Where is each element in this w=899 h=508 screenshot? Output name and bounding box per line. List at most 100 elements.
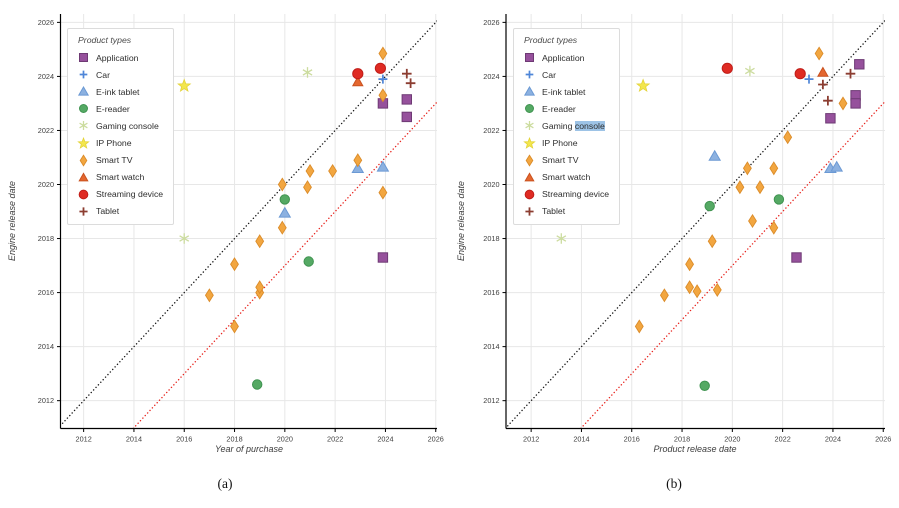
y-tick-label: 2012 [483, 396, 499, 405]
data-point-application [401, 111, 412, 123]
x-tick-label: 2012 [523, 435, 539, 444]
scatter-plot-b: Product release date Engine release date… [456, 14, 891, 454]
data-point-application [854, 59, 865, 70]
data-point-e-reader [704, 200, 715, 212]
data-point-smart-tv [277, 177, 287, 192]
y-tick-label: 2020 [483, 180, 499, 189]
star-legend-icon [77, 136, 90, 149]
legend-item-ip-phone: IP Phone [77, 134, 164, 151]
x-tick-label: 2016 [176, 435, 192, 444]
data-point-gaming-console [556, 233, 567, 244]
plus-dark-legend-icon [79, 207, 88, 216]
y-tick-label: 2014 [483, 342, 499, 351]
legend-item-application: Application [77, 49, 164, 66]
data-point-application [850, 98, 861, 109]
data-point-e-ink-tablet [830, 160, 844, 172]
data-point-streaming-device [794, 68, 806, 80]
data-point-smart-tv [378, 46, 388, 61]
data-point-smart-watch [817, 66, 829, 77]
y-tick-label: 2026 [38, 18, 54, 27]
data-point-tablet [818, 79, 828, 90]
legend-item-smart-tv: Smart TV [523, 152, 610, 169]
legend-item-application: Application [523, 49, 610, 66]
x-tick-label: 2024 [377, 435, 393, 444]
legend-item-tablet: Tablet [523, 203, 610, 220]
legend-item-smart-watch: Smart watch [77, 169, 164, 186]
data-point-application [377, 252, 389, 263]
data-point-tablet [823, 95, 833, 106]
y-axis-label-b: Engine release date [456, 181, 466, 261]
x-tick-label: 2020 [724, 435, 740, 444]
data-point-car [804, 74, 814, 84]
data-point-smart-tv [277, 220, 287, 235]
data-point-e-reader [252, 379, 263, 390]
asterisk-legend-icon [79, 121, 88, 131]
y-tick-label: 2012 [38, 396, 54, 405]
legend-a: Product types Application Car E-ink tablet… [67, 28, 174, 225]
reference-line [60, 19, 437, 427]
x-tick-label: 2022 [327, 435, 343, 444]
legend-label: IP Phone [96, 138, 132, 149]
legend-b: Product types Application Car E-ink tablet… [513, 28, 620, 225]
reference-line [132, 101, 437, 429]
legend-item-smart-watch: Smart watch [523, 169, 610, 186]
square-legend-icon [525, 53, 534, 63]
legend-label: IP Phone [542, 138, 578, 149]
data-point-smart-tv [303, 180, 312, 195]
circle-legend-icon [525, 104, 534, 114]
plus-legend-icon [525, 70, 534, 79]
legend-label: Smart TV [542, 155, 579, 166]
x-tick-label: 2020 [277, 435, 293, 444]
data-point-application [791, 252, 802, 263]
data-point-smart-tv [230, 257, 239, 272]
x-tick-label: 2018 [226, 435, 242, 444]
data-point-gaming-console [179, 233, 190, 244]
data-point-tablet [845, 68, 856, 79]
legend-label: Streaming device [542, 189, 610, 200]
data-point-smart-tv [353, 153, 363, 168]
legend-item-streaming-device: Streaming device [77, 186, 164, 203]
asterisk-legend-icon [525, 121, 534, 131]
legend-label: Smart watch [96, 172, 145, 183]
data-point-smart-tv [707, 234, 717, 249]
plus-dark-legend-icon [525, 207, 534, 216]
triangle-sm-legend-icon [524, 172, 535, 182]
legend-label: E-ink tablet [542, 86, 586, 97]
legend-title-a: Product types [78, 35, 132, 45]
y-tick-label: 2026 [483, 18, 499, 27]
square-legend-icon [79, 53, 88, 63]
legend-label: Application [96, 52, 139, 63]
data-point-streaming-device [352, 68, 364, 80]
reference-line [506, 19, 885, 429]
data-point-smart-tv [659, 288, 669, 303]
data-point-smart-tv [305, 163, 315, 179]
data-point-car [378, 74, 388, 84]
y-tick-label: 2022 [483, 126, 499, 135]
y-tick-label: 2016 [483, 288, 499, 297]
data-point-application [825, 113, 836, 124]
data-point-application [401, 94, 412, 105]
circle-lg-legend-icon [78, 189, 89, 200]
data-point-e-ink-tablet [376, 160, 390, 172]
y-tick-label: 2020 [38, 180, 54, 189]
data-point-smart-tv [230, 319, 239, 334]
triangle-sm-legend-icon [78, 172, 89, 182]
circle-lg-legend-icon [524, 189, 535, 200]
selection-highlight: console [574, 120, 605, 131]
data-point-smart-tv [755, 180, 765, 195]
triangle-legend-icon [523, 86, 536, 96]
legend-label: Streaming device [96, 189, 164, 200]
y-tick-label: 2018 [483, 234, 499, 243]
y-tick-label: 2024 [483, 72, 499, 81]
x-tick-label: 2018 [674, 435, 690, 444]
legend-item-e-reader: E-reader [77, 100, 164, 117]
data-point-smart-tv [204, 288, 214, 303]
data-point-gaming-console [302, 67, 313, 78]
legend-title-b: Product types [524, 35, 578, 45]
data-point-smart-tv [685, 280, 695, 295]
y-tick-label: 2024 [38, 72, 54, 81]
x-tick-label: 2026 [875, 435, 891, 444]
data-point-smart-tv [378, 185, 388, 200]
legend-label: Smart watch [542, 172, 591, 183]
legend-label: Gaming console [96, 120, 159, 131]
